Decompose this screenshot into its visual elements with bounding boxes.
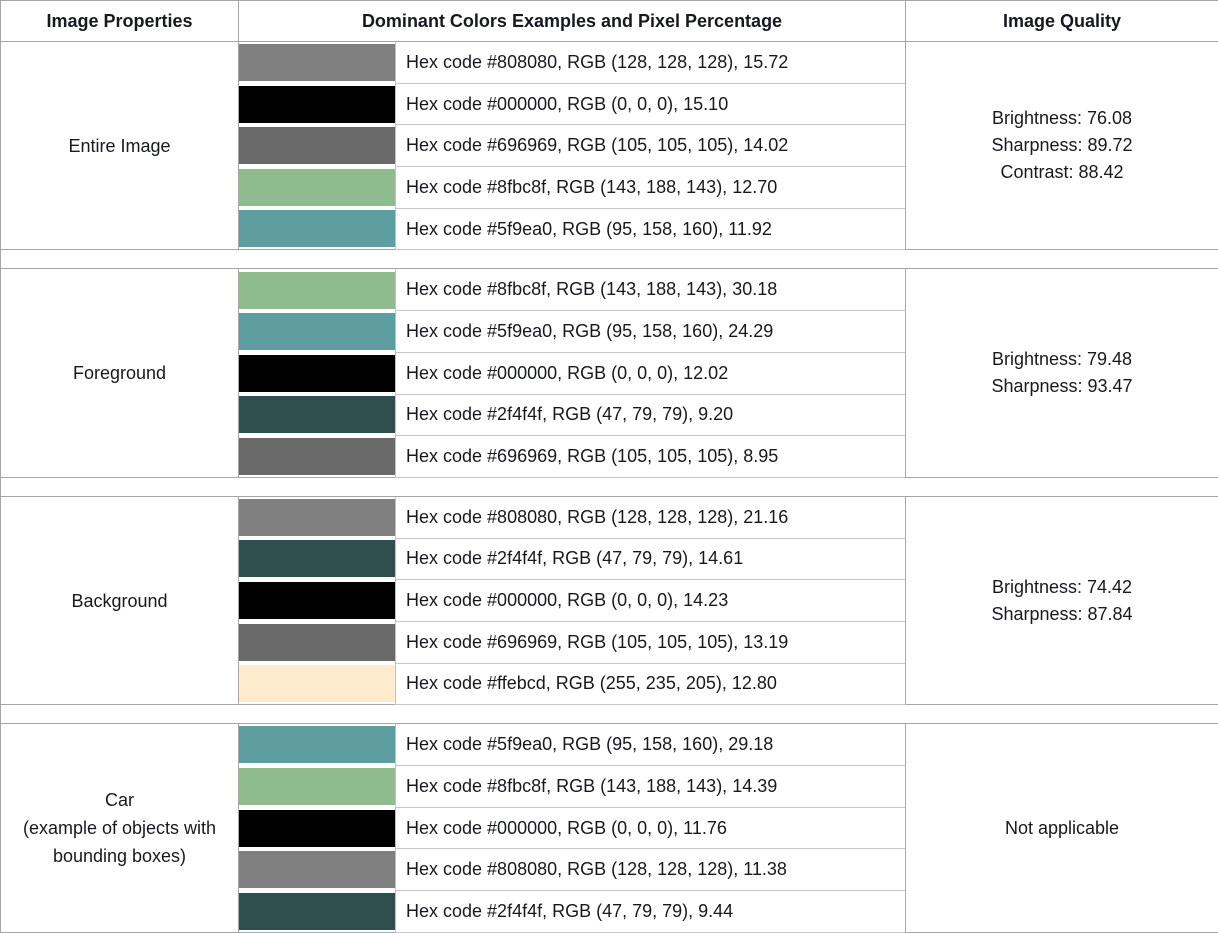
- color-swatch-cell: [239, 621, 396, 663]
- color-swatch-cell: [239, 580, 396, 622]
- color-swatch-cell: [239, 766, 396, 808]
- section-separator: [1, 705, 1218, 724]
- table-row: Foreground Hex code #8fbc8f, RGB (143, 1…: [1, 269, 1218, 311]
- quality-line: Sharpness: 87.84: [912, 601, 1212, 628]
- color-description: Hex code #000000, RGB (0, 0, 0), 14.23: [396, 580, 906, 622]
- quality-cell-car: Not applicable: [906, 724, 1218, 932]
- column-header-image-quality: Image Quality: [906, 1, 1218, 42]
- column-header-dominant-colors: Dominant Colors Examples and Pixel Perce…: [239, 1, 906, 42]
- color-swatch: [239, 810, 395, 847]
- color-swatch: [239, 210, 395, 247]
- color-swatch: [239, 851, 395, 888]
- quality-cell-background: Brightness: 74.42 Sharpness: 87.84: [906, 496, 1218, 704]
- color-description: Hex code #808080, RGB (128, 128, 128), 1…: [396, 849, 906, 891]
- color-swatch: [239, 768, 395, 805]
- color-description: Hex code #5f9ea0, RGB (95, 158, 160), 29…: [396, 724, 906, 766]
- property-cell-car: Car (example of objects with bounding bo…: [1, 724, 239, 932]
- color-swatch-cell: [239, 208, 396, 250]
- color-swatch: [239, 726, 395, 763]
- color-swatch-cell: [239, 724, 396, 766]
- color-swatch: [239, 624, 395, 661]
- color-swatch: [239, 169, 395, 206]
- color-description: Hex code #808080, RGB (128, 128, 128), 2…: [396, 496, 906, 538]
- property-label: Foreground: [7, 359, 232, 387]
- property-cell-entire-image: Entire Image: [1, 42, 239, 250]
- color-swatch-cell: [239, 663, 396, 705]
- property-label: Entire Image: [7, 132, 232, 160]
- color-swatch: [239, 396, 395, 433]
- color-swatch-cell: [239, 269, 396, 311]
- color-description: Hex code #2f4f4f, RGB (47, 79, 79), 9.44: [396, 891, 906, 933]
- quality-cell-entire-image: Brightness: 76.08 Sharpness: 89.72 Contr…: [906, 42, 1218, 250]
- color-swatch: [239, 86, 395, 123]
- color-description: Hex code #8fbc8f, RGB (143, 188, 143), 3…: [396, 269, 906, 311]
- color-description: Hex code #8fbc8f, RGB (143, 188, 143), 1…: [396, 766, 906, 808]
- color-swatch-cell: [239, 42, 396, 84]
- color-swatch-cell: [239, 496, 396, 538]
- color-swatch: [239, 582, 395, 619]
- color-swatch: [239, 355, 395, 392]
- color-swatch-cell: [239, 125, 396, 167]
- color-description: Hex code #2f4f4f, RGB (47, 79, 79), 9.20: [396, 394, 906, 436]
- color-description: Hex code #000000, RGB (0, 0, 0), 12.02: [396, 352, 906, 394]
- color-description: Hex code #000000, RGB (0, 0, 0), 15.10: [396, 83, 906, 125]
- color-description: Hex code #808080, RGB (128, 128, 128), 1…: [396, 42, 906, 84]
- section-separator: [1, 250, 1218, 269]
- color-swatch: [239, 665, 395, 702]
- color-swatch: [239, 313, 395, 350]
- quality-line: Not applicable: [912, 815, 1212, 842]
- color-swatch: [239, 540, 395, 577]
- color-description: Hex code #ffebcd, RGB (255, 235, 205), 1…: [396, 663, 906, 705]
- quality-line: Brightness: 76.08: [912, 105, 1212, 132]
- quality-line: Sharpness: 93.47: [912, 373, 1212, 400]
- color-swatch: [239, 272, 395, 309]
- quality-cell-foreground: Brightness: 79.48 Sharpness: 93.47: [906, 269, 1218, 477]
- color-swatch: [239, 438, 395, 475]
- color-swatch-cell: [239, 352, 396, 394]
- color-swatch: [239, 44, 395, 81]
- color-swatch-cell: [239, 807, 396, 849]
- color-swatch-cell: [239, 311, 396, 353]
- property-label: Background: [7, 587, 232, 615]
- color-description: Hex code #2f4f4f, RGB (47, 79, 79), 14.6…: [396, 538, 906, 580]
- color-description: Hex code #8fbc8f, RGB (143, 188, 143), 1…: [396, 167, 906, 209]
- color-swatch-cell: [239, 83, 396, 125]
- color-description: Hex code #696969, RGB (105, 105, 105), 1…: [396, 125, 906, 167]
- color-description: Hex code #5f9ea0, RGB (95, 158, 160), 11…: [396, 208, 906, 250]
- color-swatch-cell: [239, 436, 396, 478]
- color-swatch-cell: [239, 167, 396, 209]
- color-description: Hex code #696969, RGB (105, 105, 105), 8…: [396, 436, 906, 478]
- table-header-row: Image Properties Dominant Colors Example…: [1, 1, 1218, 42]
- color-swatch: [239, 499, 395, 536]
- color-swatch-cell: [239, 891, 396, 933]
- property-cell-background: Background: [1, 496, 239, 704]
- quality-line: Brightness: 74.42: [912, 574, 1212, 601]
- color-swatch: [239, 893, 395, 930]
- property-label: Car: [7, 786, 232, 814]
- color-swatch-cell: [239, 394, 396, 436]
- column-header-image-properties: Image Properties: [1, 1, 239, 42]
- color-description: Hex code #000000, RGB (0, 0, 0), 11.76: [396, 807, 906, 849]
- color-description: Hex code #5f9ea0, RGB (95, 158, 160), 24…: [396, 311, 906, 353]
- color-description: Hex code #696969, RGB (105, 105, 105), 1…: [396, 621, 906, 663]
- color-swatch-cell: [239, 849, 396, 891]
- quality-line: Contrast: 88.42: [912, 159, 1212, 186]
- section-separator: [1, 477, 1218, 496]
- color-swatch-cell: [239, 538, 396, 580]
- table-row: Background Hex code #808080, RGB (128, 1…: [1, 496, 1218, 538]
- quality-line: Brightness: 79.48: [912, 346, 1212, 373]
- property-note: (example of objects with bounding boxes): [7, 814, 232, 870]
- table-row: Entire Image Hex code #808080, RGB (128,…: [1, 42, 1218, 84]
- table-row: Car (example of objects with bounding bo…: [1, 724, 1218, 766]
- quality-line: Sharpness: 89.72: [912, 132, 1212, 159]
- color-swatch: [239, 127, 395, 164]
- property-cell-foreground: Foreground: [1, 269, 239, 477]
